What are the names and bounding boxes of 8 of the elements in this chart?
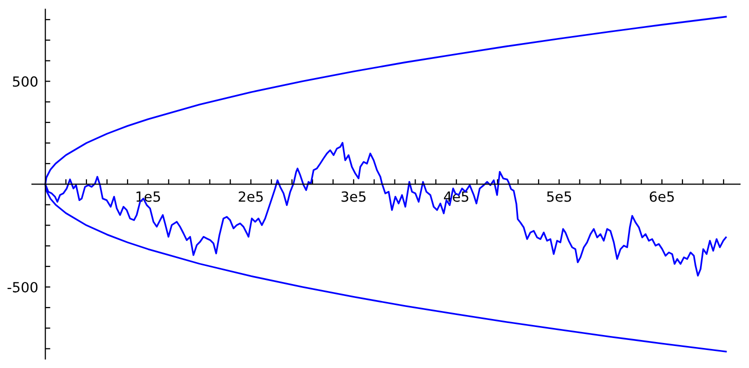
line-series	[44, 16, 727, 352]
x-tick-label: 5e5	[547, 192, 572, 202]
x-tick-label: 6e5	[650, 191, 674, 202]
x-tick-label: 1e5	[136, 192, 160, 202]
y-tick-label: -500	[8, 282, 38, 292]
x-tick-label: 3e5	[342, 191, 366, 202]
x-tick-label: 2e5	[238, 191, 263, 202]
y-tick-label: 500	[12, 76, 38, 87]
